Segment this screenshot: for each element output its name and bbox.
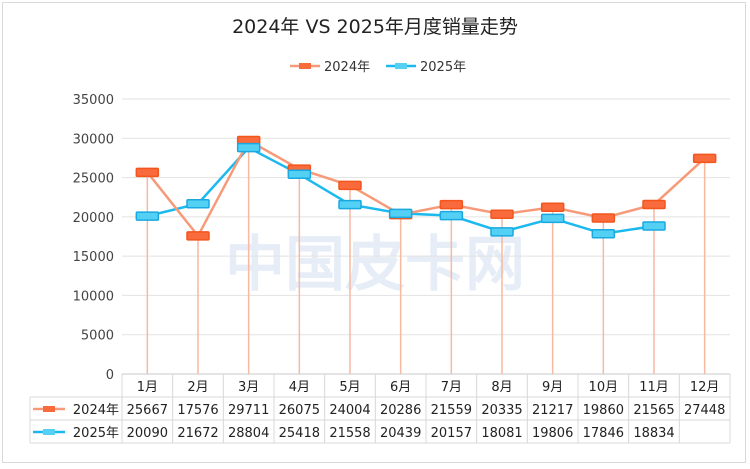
data-point [338,180,362,191]
table-value: 17576 [177,403,218,418]
watermark: 中国皮卡网 [225,230,525,300]
x-tick-label: 9月 [542,380,563,395]
table-value: 28804 [228,426,269,441]
x-tick-label: 3月 [238,380,259,395]
x-tick-label: 7月 [441,380,462,395]
table-legend-marker [43,429,55,435]
x-tick-label: 5月 [339,380,360,395]
data-point [540,213,565,224]
table-value: 26075 [279,403,320,418]
legend-label: 2025年 [420,60,466,75]
table-value: 29711 [228,403,269,418]
table-value: 25667 [127,403,168,418]
table-value: 20335 [481,403,522,418]
table-value: 25418 [279,426,320,441]
data-point [692,153,717,164]
x-tick-label: 12月 [690,380,720,395]
data-point [591,229,616,239]
data-point [388,208,413,219]
table-value: 21565 [633,403,674,418]
x-tick-label: 4月 [289,380,310,395]
x-tick-label: 1月 [137,380,158,395]
table-value: 18834 [633,426,674,441]
data-point [591,213,616,223]
x-tick-label: 10月 [589,380,619,395]
table-value: 17846 [583,426,624,441]
chart-title: 2024年 VS 2025年月度销量走势 [232,16,518,38]
legend-marker [395,63,407,69]
data-point [186,198,210,209]
table-value: 27448 [684,403,725,418]
data-point [186,231,210,241]
x-tick-label: 8月 [491,380,512,395]
chart-frame [2,2,746,463]
table-value: 21559 [431,403,472,418]
table-value: 24004 [329,403,370,418]
x-tick-label: 2月 [187,380,208,395]
data-point [135,167,160,178]
y-tick-label: 25000 [73,172,114,187]
y-tick-label: 0 [106,368,114,383]
data-point [490,209,514,219]
data-point [642,221,666,231]
table-value: 19860 [583,403,624,418]
table-value: 20439 [380,426,421,441]
data-point [439,199,464,210]
table-value: 21672 [177,426,218,441]
y-tick-label: 15000 [73,250,114,265]
table-series-label: 2025年 [73,426,119,441]
data-point [287,169,312,180]
y-tick-label: 10000 [73,289,114,304]
y-tick-label: 30000 [73,132,114,147]
table-value: 21217 [532,403,573,418]
data-point [135,211,160,221]
x-tick-label: 11月 [639,380,669,395]
x-tick-label: 6月 [390,380,411,395]
data-point [439,210,464,221]
table-value: 20286 [380,403,421,418]
data-point [540,202,565,213]
data-point [338,199,362,210]
series-line [146,138,706,239]
table-legend-marker [43,406,55,412]
data-point [236,142,261,153]
table-series-label: 2024年 [73,403,119,418]
y-tick-label: 5000 [81,329,114,344]
data-point [642,199,666,210]
legend-marker [299,63,311,69]
table-value: 20157 [431,426,472,441]
y-tick-label: 20000 [73,211,114,226]
data-point [490,227,514,237]
table-value: 20090 [127,426,168,441]
legend-label: 2024年 [324,60,370,75]
table-value: 21558 [329,426,370,441]
y-tick-label: 35000 [73,93,114,108]
table-value: 19806 [532,426,573,441]
table-value: 18081 [481,426,522,441]
